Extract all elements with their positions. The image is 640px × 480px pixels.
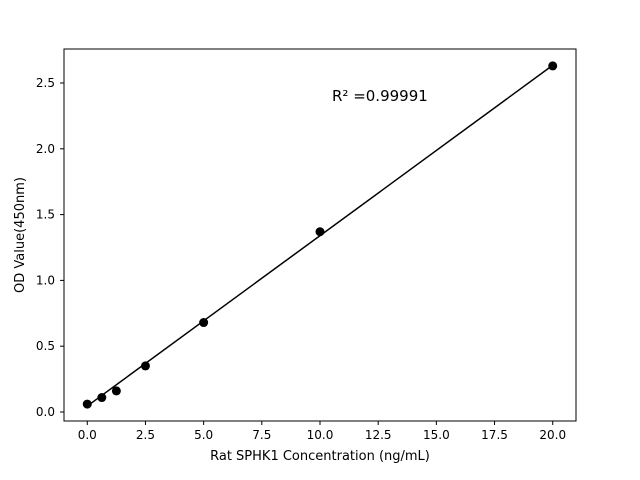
y-tick-label: 2.5 bbox=[36, 76, 55, 90]
r-squared-annotation: R² =0.99991 bbox=[332, 87, 428, 105]
y-tick-label: 0.5 bbox=[36, 339, 55, 353]
data-point bbox=[97, 393, 107, 403]
data-point bbox=[199, 318, 209, 328]
data-point bbox=[82, 399, 92, 409]
x-axis-label: Rat SPHK1 Concentration (ng/mL) bbox=[210, 449, 430, 464]
data-point bbox=[548, 61, 558, 71]
y-tick-label: 2.0 bbox=[36, 142, 55, 156]
data-point bbox=[140, 361, 150, 371]
data-point bbox=[111, 386, 121, 396]
x-tick-label: 0.0 bbox=[78, 428, 97, 442]
x-tick-label: 10.0 bbox=[307, 428, 334, 442]
y-tick-label: 0.0 bbox=[36, 405, 55, 419]
x-tick-label: 17.5 bbox=[481, 428, 508, 442]
x-tick-label: 15.0 bbox=[423, 428, 450, 442]
x-tick-label: 5.0 bbox=[194, 428, 213, 442]
y-tick-label: 1.0 bbox=[36, 273, 55, 287]
data-point bbox=[315, 227, 325, 237]
x-tick-label: 2.5 bbox=[136, 428, 155, 442]
y-axis-label: OD Value(450nm) bbox=[13, 177, 28, 293]
x-tick-label: 7.5 bbox=[252, 428, 271, 442]
x-tick-label: 12.5 bbox=[365, 428, 392, 442]
y-tick-label: 1.5 bbox=[36, 208, 55, 222]
x-tick-label: 20.0 bbox=[539, 428, 566, 442]
